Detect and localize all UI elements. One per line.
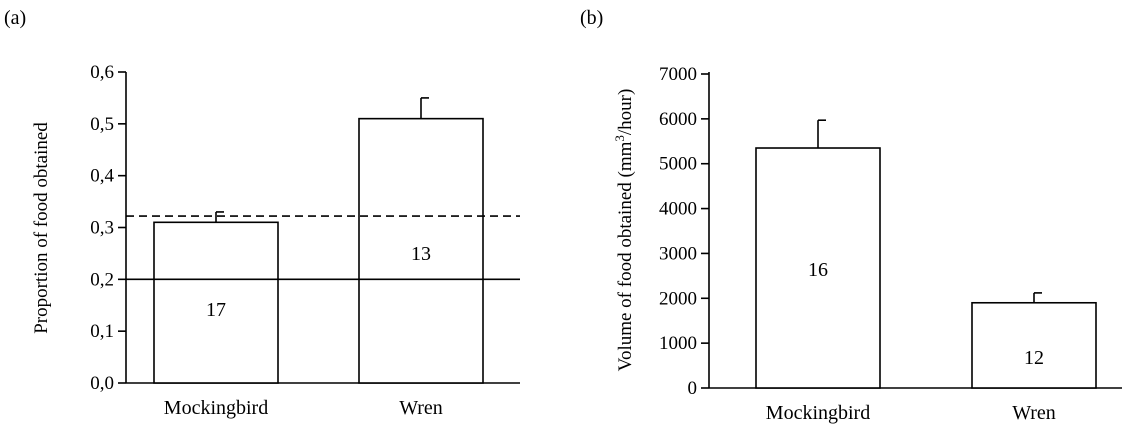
- panel-b-y-axis-title-main: Volume of food obtained (mm: [615, 141, 636, 371]
- panel-a-label: (a): [4, 7, 26, 29]
- bar-wren: [971, 301, 1097, 389]
- bar-mockingbird: [153, 221, 279, 384]
- panel-b-y-axis-title: Volume of food obtained (mm3/hour): [612, 89, 636, 372]
- y-tick-label: 6000: [659, 109, 697, 130]
- y-tick-label: 3000: [659, 243, 697, 264]
- bar-mockingbird: [755, 147, 881, 389]
- panel-b-label: (b): [580, 7, 603, 29]
- sample-size-label-wren: 12: [1024, 347, 1044, 369]
- y-tick-label: 0,6: [90, 62, 114, 83]
- y-tick-label: 0: [688, 378, 698, 399]
- panel-b-y-ticks: 0 1000 2000 3000 4000 5000 6000 7000: [659, 64, 709, 399]
- panel-a-y-axis-title: Proportion of food obtained: [31, 122, 52, 334]
- y-tick-label: 4000: [659, 199, 697, 220]
- y-tick-label: 0,3: [90, 218, 114, 239]
- panel-a-y-ticks: 0,0 0,1 0,2 0,3 0,4 0,5 0,6: [90, 62, 126, 394]
- sample-size-label-wren: 13: [411, 243, 431, 265]
- bar-wren: [358, 117, 484, 384]
- y-tick-label: 0,0: [90, 373, 114, 394]
- y-tick-label: 1000: [659, 333, 697, 354]
- panel-b-category-mockingbird: Mockingbird: [766, 402, 870, 424]
- panel-b-y-axis-title-end: /hour): [615, 89, 636, 135]
- y-tick-label: 0,5: [90, 114, 114, 135]
- y-tick-label: 0,1: [90, 321, 114, 342]
- y-tick-label: 0,2: [90, 269, 114, 290]
- sample-size-label-mockingbird: 16: [808, 259, 828, 281]
- y-tick-label: 7000: [659, 64, 697, 85]
- panel-b-category-wren: Wren: [1012, 402, 1056, 424]
- sample-size-label-mockingbird: 17: [206, 299, 226, 321]
- panel-a-category-wren: Wren: [399, 397, 443, 419]
- y-tick-label: 5000: [659, 154, 697, 175]
- y-tick-label: 0,4: [90, 166, 114, 187]
- panel-b-y-axis-title-superscript: 3: [612, 135, 627, 142]
- panel-a-category-mockingbird: Mockingbird: [164, 397, 268, 419]
- y-tick-label: 2000: [659, 288, 697, 309]
